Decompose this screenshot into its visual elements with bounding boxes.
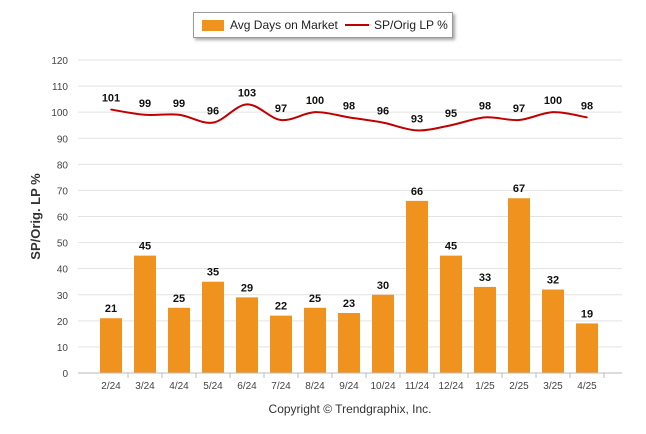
bar bbox=[372, 294, 394, 373]
bar bbox=[270, 315, 292, 373]
bar bbox=[440, 255, 462, 373]
line-value-label: 93 bbox=[411, 113, 423, 125]
line-value-label: 97 bbox=[513, 103, 525, 115]
bar bbox=[304, 307, 326, 373]
x-tick-label: 4/24 bbox=[169, 381, 189, 392]
line-value-label: 95 bbox=[445, 108, 457, 120]
bar-value-label: 29 bbox=[241, 282, 253, 294]
bar bbox=[576, 323, 598, 373]
line-point bbox=[212, 121, 214, 124]
legend: Avg Days on Market SP/Orig LP % bbox=[193, 12, 453, 38]
line-point bbox=[484, 116, 486, 119]
x-tick-label: 6/24 bbox=[237, 381, 257, 392]
line-value-label: 101 bbox=[102, 93, 120, 105]
bar-value-label: 33 bbox=[479, 272, 491, 284]
line-point bbox=[178, 113, 180, 116]
bar-value-label: 25 bbox=[309, 293, 321, 305]
y-tick-label: 20 bbox=[57, 317, 69, 328]
y-tick-label: 100 bbox=[51, 108, 68, 119]
y-tick-label: 40 bbox=[57, 265, 69, 276]
line-value-label: 103 bbox=[238, 87, 256, 99]
bar bbox=[542, 289, 564, 373]
copyright-text: Copyright © Trendgraphix, Inc. bbox=[268, 402, 432, 416]
legend-label-sp-orig-lp: SP/Orig LP % bbox=[374, 18, 448, 32]
line-point bbox=[348, 116, 350, 119]
line-point bbox=[552, 111, 554, 113]
line-value-label: 99 bbox=[139, 98, 151, 110]
line-point bbox=[586, 116, 588, 119]
bar bbox=[406, 200, 428, 373]
y-tick-label: 50 bbox=[57, 239, 69, 250]
y-tick-label: 0 bbox=[62, 369, 68, 380]
line-point bbox=[382, 121, 384, 124]
y-tick-label: 110 bbox=[52, 82, 68, 93]
bar-value-label: 45 bbox=[445, 241, 457, 253]
line-value-label: 97 bbox=[275, 103, 287, 115]
bar-value-label: 30 bbox=[377, 280, 389, 292]
line-value-label: 100 bbox=[306, 95, 324, 107]
bar bbox=[236, 297, 258, 373]
x-tick-label: 12/24 bbox=[438, 381, 463, 392]
bar-value-label: 67 bbox=[513, 183, 525, 195]
line-point bbox=[314, 111, 316, 113]
line-point bbox=[416, 129, 418, 132]
bar-value-label: 35 bbox=[207, 267, 219, 279]
bar bbox=[168, 307, 190, 373]
line-value-label: 98 bbox=[343, 100, 355, 112]
line-point bbox=[110, 108, 112, 111]
x-tick-label: 3/24 bbox=[135, 381, 155, 392]
y-tick-label: 60 bbox=[57, 213, 69, 224]
x-tick-label: 4/25 bbox=[577, 381, 597, 392]
x-tick-label: 3/25 bbox=[543, 381, 563, 392]
bar-value-label: 23 bbox=[343, 298, 355, 310]
x-tick-label: 8/24 bbox=[305, 381, 325, 392]
x-tick-label: 9/24 bbox=[339, 381, 359, 392]
bar bbox=[338, 313, 360, 373]
x-tick-label: 2/24 bbox=[101, 381, 121, 392]
bar-value-label: 32 bbox=[547, 275, 559, 287]
bar bbox=[508, 198, 530, 373]
line-point bbox=[450, 124, 452, 127]
y-axis-title: SP/Orig. LP % bbox=[28, 173, 43, 260]
line-point bbox=[144, 113, 146, 116]
x-tick-label: 7/24 bbox=[271, 381, 291, 392]
bar-value-label: 19 bbox=[581, 308, 593, 320]
y-tick-label: 70 bbox=[57, 186, 69, 197]
bar-value-label: 22 bbox=[275, 301, 287, 313]
bar bbox=[134, 255, 156, 373]
line-point bbox=[280, 119, 282, 121]
line-value-label: 96 bbox=[377, 106, 389, 118]
y-tick-label: 80 bbox=[57, 160, 69, 171]
bar-value-label: 21 bbox=[105, 303, 117, 315]
y-tick-label: 10 bbox=[57, 343, 69, 354]
bar bbox=[202, 281, 224, 373]
legend-line-swatch bbox=[345, 24, 369, 26]
line-value-label: 99 bbox=[173, 98, 185, 110]
line-value-label: 96 bbox=[207, 106, 219, 118]
x-tick-label: 5/24 bbox=[203, 381, 223, 392]
y-tick-label: 120 bbox=[51, 56, 68, 67]
line-value-label: 100 bbox=[544, 95, 562, 107]
line-point bbox=[518, 119, 520, 121]
x-tick-label: 2/25 bbox=[509, 381, 529, 392]
legend-label-days-on-market: Avg Days on Market bbox=[230, 18, 338, 32]
x-tick-label: 11/24 bbox=[405, 381, 430, 392]
x-tick-label: 10/24 bbox=[370, 381, 395, 392]
bar bbox=[100, 318, 122, 373]
bar-value-label: 66 bbox=[411, 186, 423, 198]
legend-bar-swatch bbox=[202, 20, 224, 31]
x-tick-label: 1/25 bbox=[475, 381, 495, 392]
y-tick-label: 90 bbox=[57, 134, 69, 145]
line-value-label: 98 bbox=[479, 100, 491, 112]
y-tick-label: 30 bbox=[57, 291, 69, 302]
line-point bbox=[246, 103, 248, 106]
line-value-label: 98 bbox=[581, 100, 593, 112]
bar-value-label: 25 bbox=[173, 293, 185, 305]
bar-value-label: 45 bbox=[139, 241, 151, 253]
bar bbox=[474, 286, 496, 373]
